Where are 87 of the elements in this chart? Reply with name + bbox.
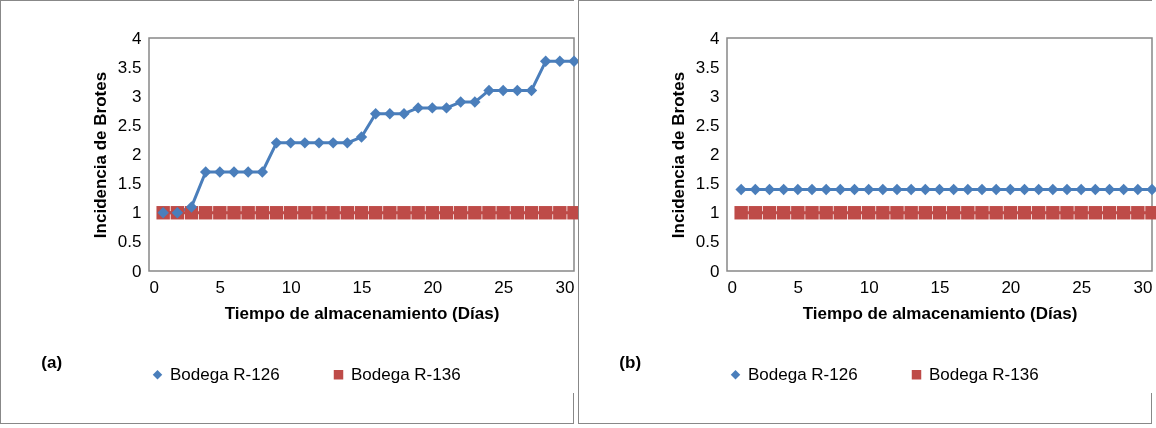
point [256,166,269,178]
y-tick-label: 3.5 [117,57,142,77]
point [539,55,552,67]
point [198,206,213,220]
x-tick-label: 5 [793,277,804,297]
point [383,206,397,220]
y-tick-label: 3 [710,86,720,106]
legend-label: Bodega R-136 [351,364,461,384]
x-tick-label: 15 [930,277,950,297]
point [553,206,567,220]
x-tick-label: 30 [555,277,575,297]
point [299,137,311,149]
y-tick-label: 0.5 [117,232,142,252]
y-tick-label: 2 [132,145,142,164]
point [312,206,326,220]
point [242,166,254,178]
point [185,201,198,213]
point [340,206,355,220]
point [510,206,525,220]
point [496,206,510,220]
x-tick-label: 25 [1072,277,1092,297]
point [453,206,468,220]
y-tick-label: 0.5 [695,232,720,252]
point [327,137,339,149]
point [255,206,270,220]
text: (a) [41,353,63,372]
point [213,206,227,220]
point [241,206,255,220]
y-tick-label: 2.5 [695,115,720,135]
point [398,108,410,120]
point [326,206,340,220]
x-axis-title: Tiempo de almacenamiento (Días) [224,303,500,323]
y-axis-title: Incidencia de Brotes [90,71,110,239]
y-tick-label: 1.5 [695,174,720,194]
point [411,206,425,220]
point [554,55,566,67]
point [368,206,383,220]
legend-label: Bodega R-136 [929,364,1039,384]
point [412,102,424,114]
point [227,206,241,220]
y-tick-label: 2 [710,145,720,164]
point [341,137,354,149]
y-tick-label: 3 [132,86,142,106]
x-tick-label: 20 [1001,277,1021,297]
x-tick-label: 15 [352,277,372,297]
point [228,166,240,178]
point [482,206,496,220]
x-tick-label: 30 [1133,277,1153,297]
y-tick-label: 1.5 [117,174,142,194]
y-tick-label: 4 [710,28,720,48]
point [439,206,454,220]
point [269,206,284,220]
x-axis-title: Tiempo de almacenamiento (Días) [802,303,1078,323]
point [354,206,369,220]
point [283,206,298,220]
y-tick-label: 3.5 [695,57,720,77]
y-tick-label: 1 [132,203,142,223]
x-tick-label: 5 [215,277,226,297]
point [369,108,382,120]
x-tick-label: 0 [149,277,159,297]
point [199,166,212,178]
point [468,206,482,220]
point [355,131,368,143]
point [524,206,539,220]
point [425,206,440,220]
point [397,206,411,220]
point [454,96,467,108]
point [469,96,481,108]
point [214,166,226,178]
y-tick-label: 4 [132,28,142,48]
point [313,137,325,149]
x-tick-label: 20 [423,277,443,297]
x-tick-label: 0 [727,277,737,297]
x-tick-label: 10 [859,277,879,297]
y-tick-label: 0 [132,261,142,281]
x-tick-label: 10 [281,277,301,297]
legend-label: Bodega R-126 [170,364,280,384]
y-axis-title: Incidencia de Brotes [668,71,688,239]
y-tick-label: 2.5 [117,115,142,135]
y-tick-label: 1 [710,203,720,223]
legend-label: Bodega R-126 [748,364,858,384]
x-tick-label: 25 [494,277,514,297]
point [298,206,312,220]
y-tick-label: 0 [710,261,720,281]
point [384,108,396,120]
point [538,206,553,220]
text: (b) [619,353,642,372]
